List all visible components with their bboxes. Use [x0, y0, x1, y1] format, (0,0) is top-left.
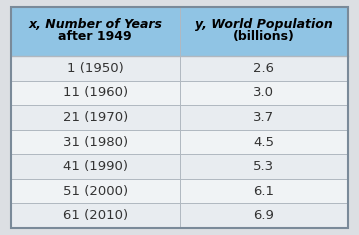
FancyBboxPatch shape — [11, 56, 348, 81]
Text: 5.3: 5.3 — [253, 160, 274, 173]
Text: 61 (2010): 61 (2010) — [62, 209, 128, 222]
Text: (billions): (billions) — [233, 31, 295, 43]
Text: 4.5: 4.5 — [253, 136, 274, 149]
Text: 2.6: 2.6 — [253, 62, 274, 75]
FancyBboxPatch shape — [11, 130, 348, 154]
FancyBboxPatch shape — [11, 179, 348, 204]
FancyBboxPatch shape — [11, 7, 348, 56]
Text: 21 (1970): 21 (1970) — [62, 111, 128, 124]
Text: x, Number of Years: x, Number of Years — [28, 18, 162, 31]
Text: 1 (1950): 1 (1950) — [67, 62, 123, 75]
Text: 3.0: 3.0 — [253, 86, 274, 99]
Text: 3.7: 3.7 — [253, 111, 274, 124]
FancyBboxPatch shape — [11, 204, 348, 228]
FancyBboxPatch shape — [11, 81, 348, 105]
Text: 51 (2000): 51 (2000) — [62, 185, 128, 198]
Text: after 1949: after 1949 — [58, 31, 132, 43]
Text: y, World Population: y, World Population — [195, 18, 333, 31]
FancyBboxPatch shape — [11, 154, 348, 179]
Text: 6.9: 6.9 — [253, 209, 274, 222]
Text: 6.1: 6.1 — [253, 185, 274, 198]
Text: 31 (1980): 31 (1980) — [62, 136, 128, 149]
FancyBboxPatch shape — [11, 105, 348, 130]
Text: 11 (1960): 11 (1960) — [62, 86, 128, 99]
Text: 41 (1990): 41 (1990) — [62, 160, 128, 173]
